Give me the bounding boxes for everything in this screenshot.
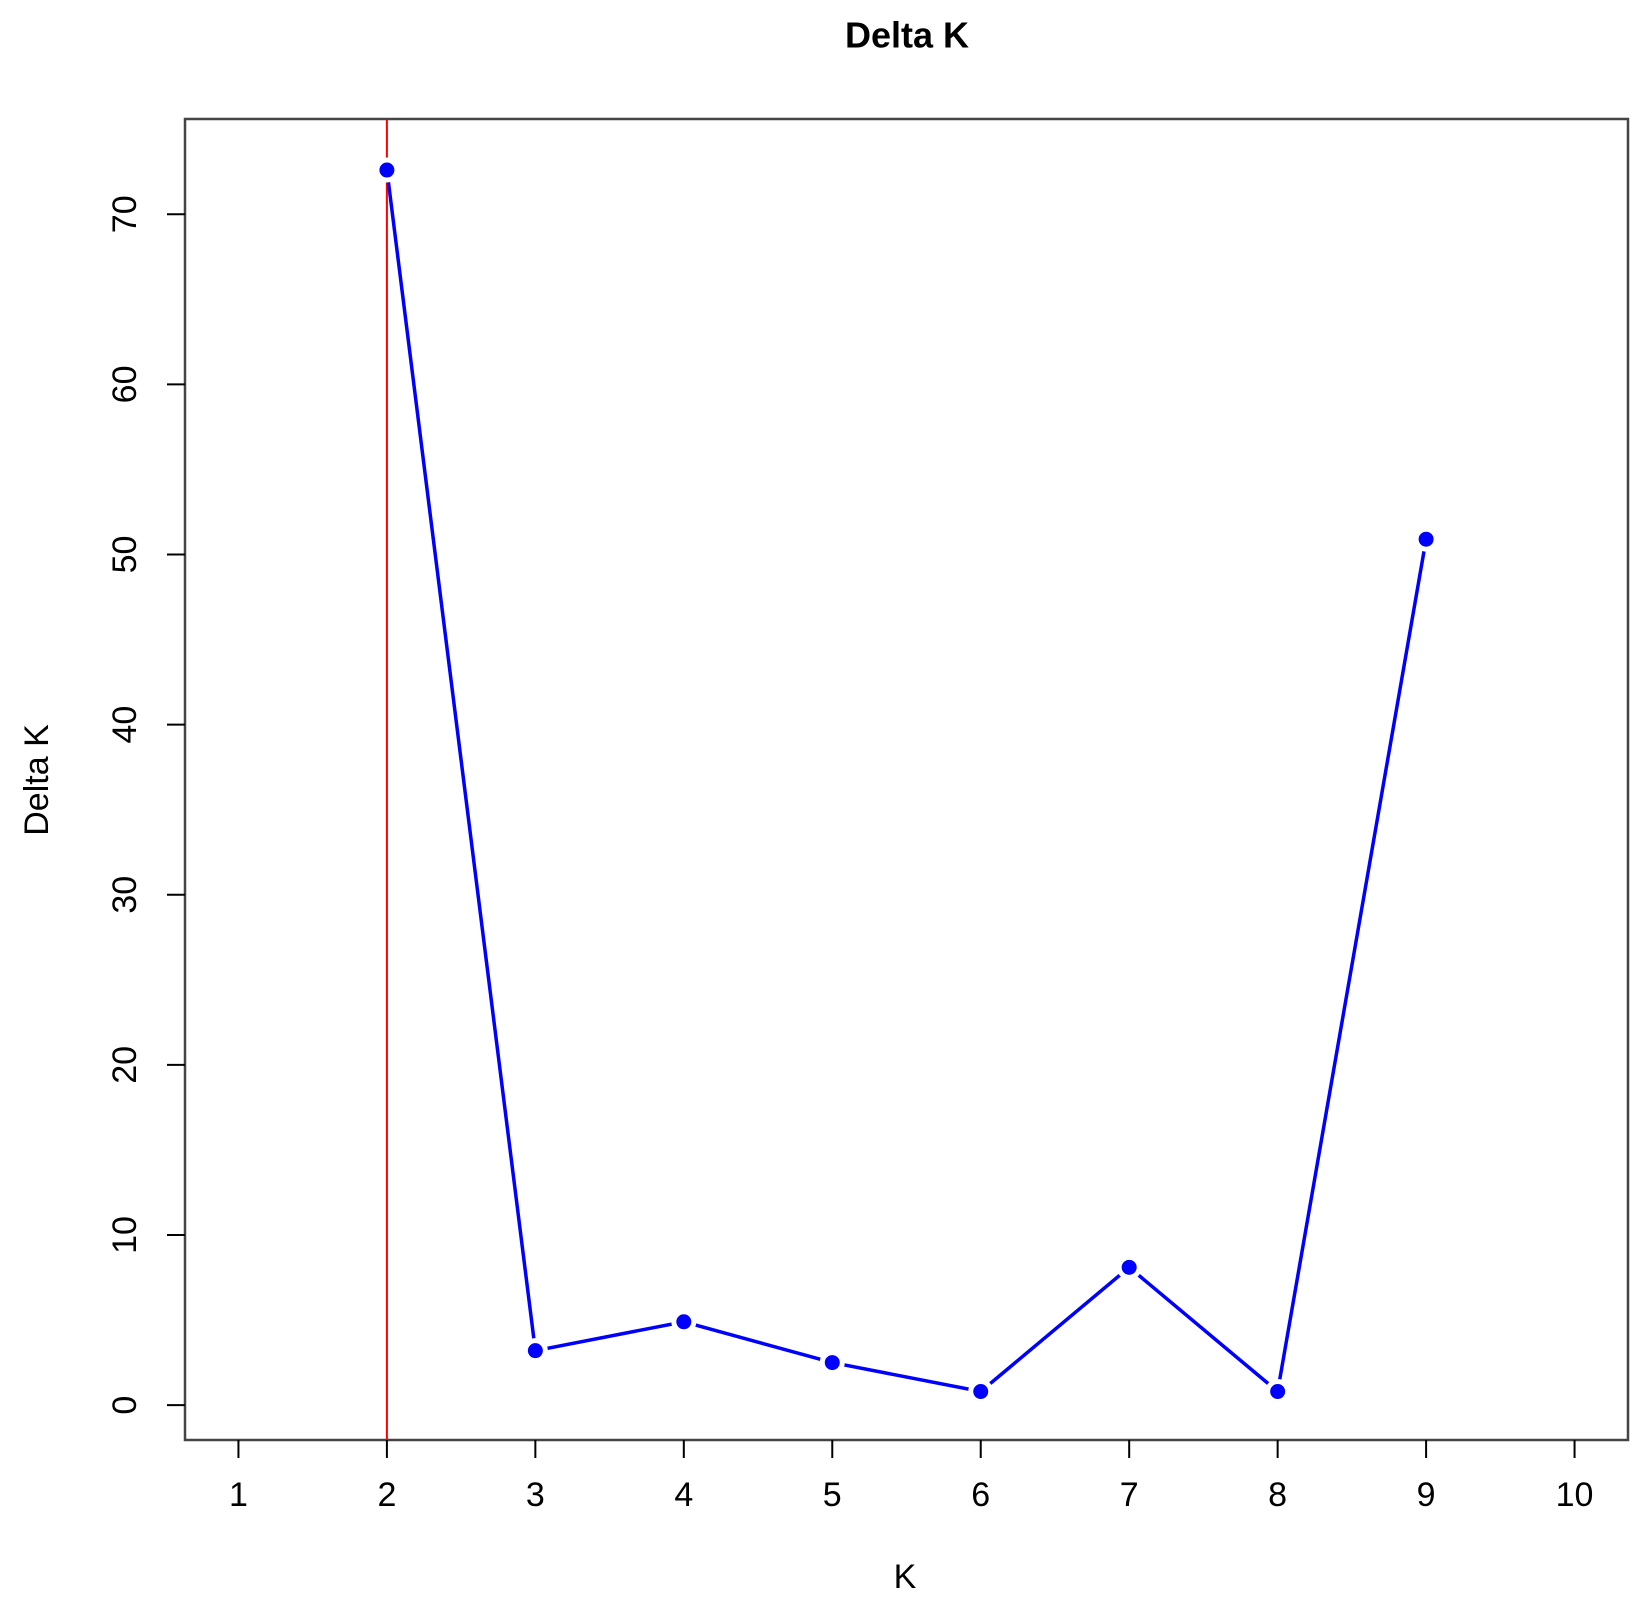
x-tick-label: 4 — [674, 1476, 693, 1514]
data-line — [385, 169, 1428, 1395]
x-axis-label: K — [894, 1558, 917, 1596]
data-point — [522, 1338, 548, 1364]
data-point — [819, 1350, 845, 1376]
data-point — [968, 1379, 994, 1405]
y-tick-label: 40 — [106, 706, 144, 744]
y-tick-label: 60 — [106, 365, 144, 403]
y-tick-label: 70 — [106, 195, 144, 233]
chart-title: Delta K — [845, 15, 969, 56]
y-tick-label: 30 — [106, 876, 144, 914]
x-tick-label: 8 — [1268, 1476, 1287, 1514]
x-tick-label: 3 — [526, 1476, 545, 1514]
x-tick-label: 1 — [229, 1476, 248, 1514]
x-tick-label: 10 — [1556, 1476, 1594, 1514]
data-point — [1413, 526, 1439, 552]
x-tick-label: 7 — [1120, 1476, 1139, 1514]
plot-frame — [183, 117, 1630, 1442]
y-tick-label: 10 — [106, 1216, 144, 1254]
data-point — [1265, 1379, 1291, 1405]
y-axis-label: Delta K — [18, 724, 56, 836]
y-tick-label: 20 — [106, 1046, 144, 1084]
data-point — [374, 157, 400, 183]
y-tick-label: 0 — [106, 1396, 144, 1415]
x-tick-label: 2 — [377, 1476, 396, 1514]
y-tick-label: 50 — [106, 536, 144, 574]
x-tick-label: 6 — [971, 1476, 990, 1514]
data-point — [1116, 1254, 1142, 1280]
data-point — [671, 1309, 697, 1335]
x-tick-label: 5 — [823, 1476, 842, 1514]
x-tick-label: 9 — [1417, 1476, 1436, 1514]
